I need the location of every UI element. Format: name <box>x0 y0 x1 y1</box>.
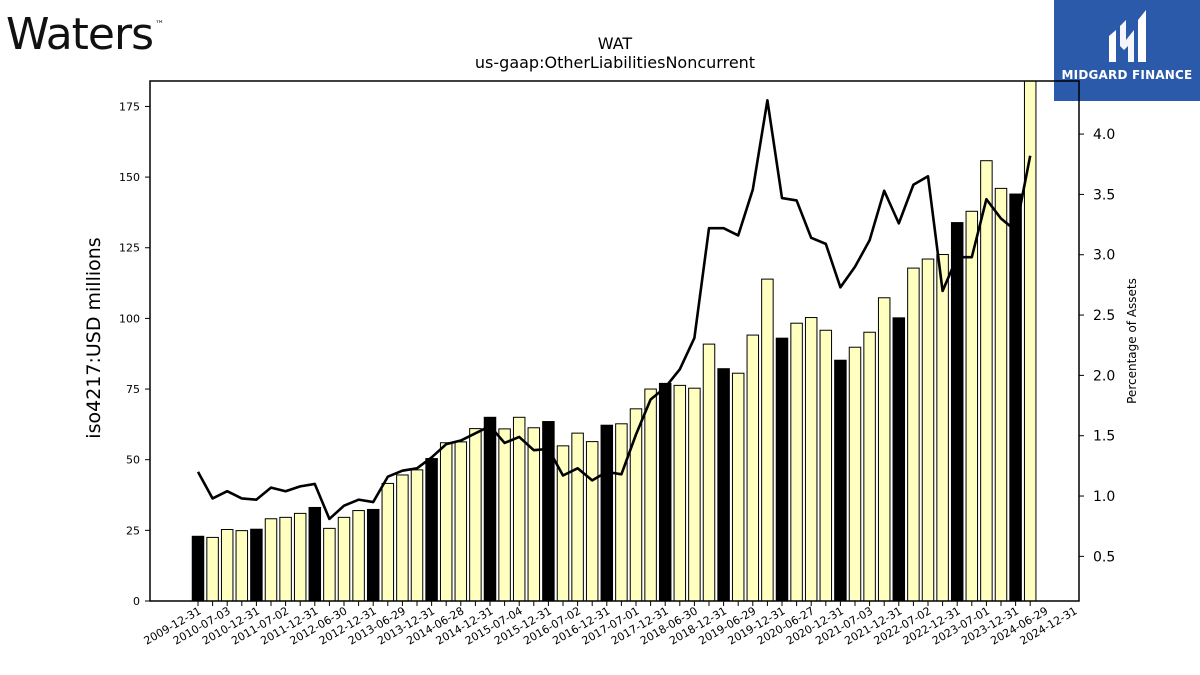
bar <box>337 516 351 602</box>
bar <box>892 317 906 602</box>
bar <box>585 441 599 602</box>
bar <box>746 334 760 602</box>
bar <box>790 322 803 602</box>
bar <box>965 210 979 602</box>
waters-logo: Waters ™ <box>6 0 164 60</box>
bar <box>410 469 424 602</box>
bar <box>950 222 964 602</box>
bar <box>731 372 745 602</box>
bar <box>454 441 468 602</box>
bar <box>498 428 511 602</box>
bar <box>439 442 453 602</box>
y-tick-label: 0 <box>133 595 140 608</box>
bar <box>980 160 993 602</box>
bar <box>921 258 935 602</box>
y2-tick-label: 1.5 <box>1093 429 1115 445</box>
y2-tick-label: 3.5 <box>1093 187 1115 203</box>
chart-title: WAT <box>598 34 633 53</box>
bars-layer <box>191 80 1037 602</box>
line-layer <box>196 99 1032 521</box>
bar <box>469 428 482 602</box>
bar <box>717 368 730 602</box>
bar <box>761 278 774 602</box>
bar <box>702 343 716 602</box>
y-tick-label: 125 <box>119 242 140 255</box>
bar <box>279 516 292 602</box>
y2-tick-label: 3.0 <box>1093 248 1115 264</box>
bar <box>994 187 1008 602</box>
y-tick-label: 175 <box>119 100 140 113</box>
bar <box>381 482 395 602</box>
y-tick-label: 25 <box>126 524 140 537</box>
trademark-mark: ™ <box>155 20 164 30</box>
bar <box>615 423 628 602</box>
bar <box>907 267 920 602</box>
y-axis-right: 0.5 1.0 1.5 2.0 2.5 3.0 3.5 4.0 <box>1079 127 1115 565</box>
bar <box>600 424 614 602</box>
bar <box>688 387 701 602</box>
x-axis: 2009-12-312010-07-032010-12-312011-07-02… <box>142 601 1080 648</box>
bar <box>206 536 219 602</box>
y2-tick-label: 4.0 <box>1093 127 1115 143</box>
bar <box>936 254 949 602</box>
y-axis-left: 0 25 50 75 100 125 150 175 <box>119 100 150 608</box>
y2-tick-label: 0.5 <box>1093 549 1115 565</box>
chart-subtitle: us-gaap:OtherLiabilitiesNoncurrent <box>475 53 755 72</box>
bar <box>396 474 409 602</box>
bar <box>834 359 847 602</box>
badge-label: MIDGARD FINANCE <box>1061 68 1193 82</box>
bar <box>848 346 862 602</box>
midgard-logo-icon <box>1109 10 1146 62</box>
bar <box>366 508 380 602</box>
bar <box>352 510 365 602</box>
bar <box>191 535 205 602</box>
bar <box>644 388 657 602</box>
bar <box>804 317 818 602</box>
bar <box>235 530 249 602</box>
bar <box>250 528 263 602</box>
bar <box>220 529 234 602</box>
percentage-line <box>196 99 1032 521</box>
bar <box>863 331 876 602</box>
y2-tick-label: 1.0 <box>1093 489 1115 505</box>
plot-frame <box>149 80 1080 602</box>
bar <box>425 458 438 602</box>
bar <box>571 432 584 602</box>
y2-tick-label: 2.0 <box>1093 368 1115 384</box>
bar <box>775 337 789 602</box>
bar <box>293 512 307 602</box>
y-tick-label: 50 <box>126 454 140 467</box>
y-tick-label: 75 <box>126 383 140 396</box>
y-tick-label: 100 <box>119 312 140 325</box>
bar <box>308 506 322 602</box>
y2-tick-label: 2.5 <box>1093 308 1115 324</box>
y-axis-label: iso4217:USD millions <box>83 237 105 438</box>
bar <box>483 416 497 602</box>
bar <box>819 329 833 602</box>
bar <box>527 427 541 602</box>
bar <box>877 297 891 602</box>
bar <box>658 382 672 602</box>
bar <box>673 384 687 602</box>
bar <box>1009 193 1022 602</box>
logo-text: Waters <box>6 9 154 60</box>
bar <box>512 416 526 602</box>
bar <box>264 518 278 602</box>
y-tick-label: 150 <box>119 171 140 184</box>
bar <box>323 527 336 602</box>
y2-axis-label: Percentage of Assets <box>1125 278 1139 404</box>
